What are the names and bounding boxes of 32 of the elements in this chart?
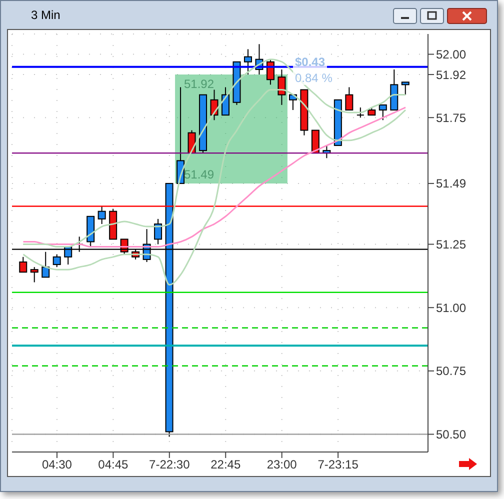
y-tick-label: 51.92 [436,68,466,82]
x-tick-label: 23:00 [266,458,298,472]
y-tick-label: 51.49 [436,176,466,191]
candlestick [244,48,252,76]
candlestick [278,68,286,106]
x-tick-label: 7-22:30 [149,458,190,472]
candlestick [222,86,230,116]
x-tick-label: 22:45 [210,458,241,472]
candlestick [154,218,162,245]
y-tick-label: 51.75 [436,110,466,125]
candlestick [401,82,410,96]
y-tick-label: 50.75 [436,364,466,378]
candlestick [345,86,354,110]
annotation: 0.84 % [293,71,334,85]
y-tick-label: 52.00 [436,48,466,62]
candlestick [30,266,38,283]
candlestick [356,106,364,118]
x-tick-label: 7-23:15 [318,458,359,472]
annotation: $0.43 [293,55,328,69]
y-tick-label: 51.25 [436,238,466,252]
candlestick [98,206,106,224]
y-tick-label: 50.50 [436,428,466,442]
candlestick [42,251,50,278]
chart-title: 3 Min [30,7,62,24]
x-tick-label: 04:45 [98,458,129,472]
x-tick-label: 04:30 [42,458,72,472]
candlestick [378,104,387,121]
y-tick-label: 51.00 [436,300,466,315]
annotation: 51.49 [184,168,214,182]
candlestick [19,256,28,273]
annotation: 51.92 [184,76,214,91]
candlestick [52,254,61,268]
